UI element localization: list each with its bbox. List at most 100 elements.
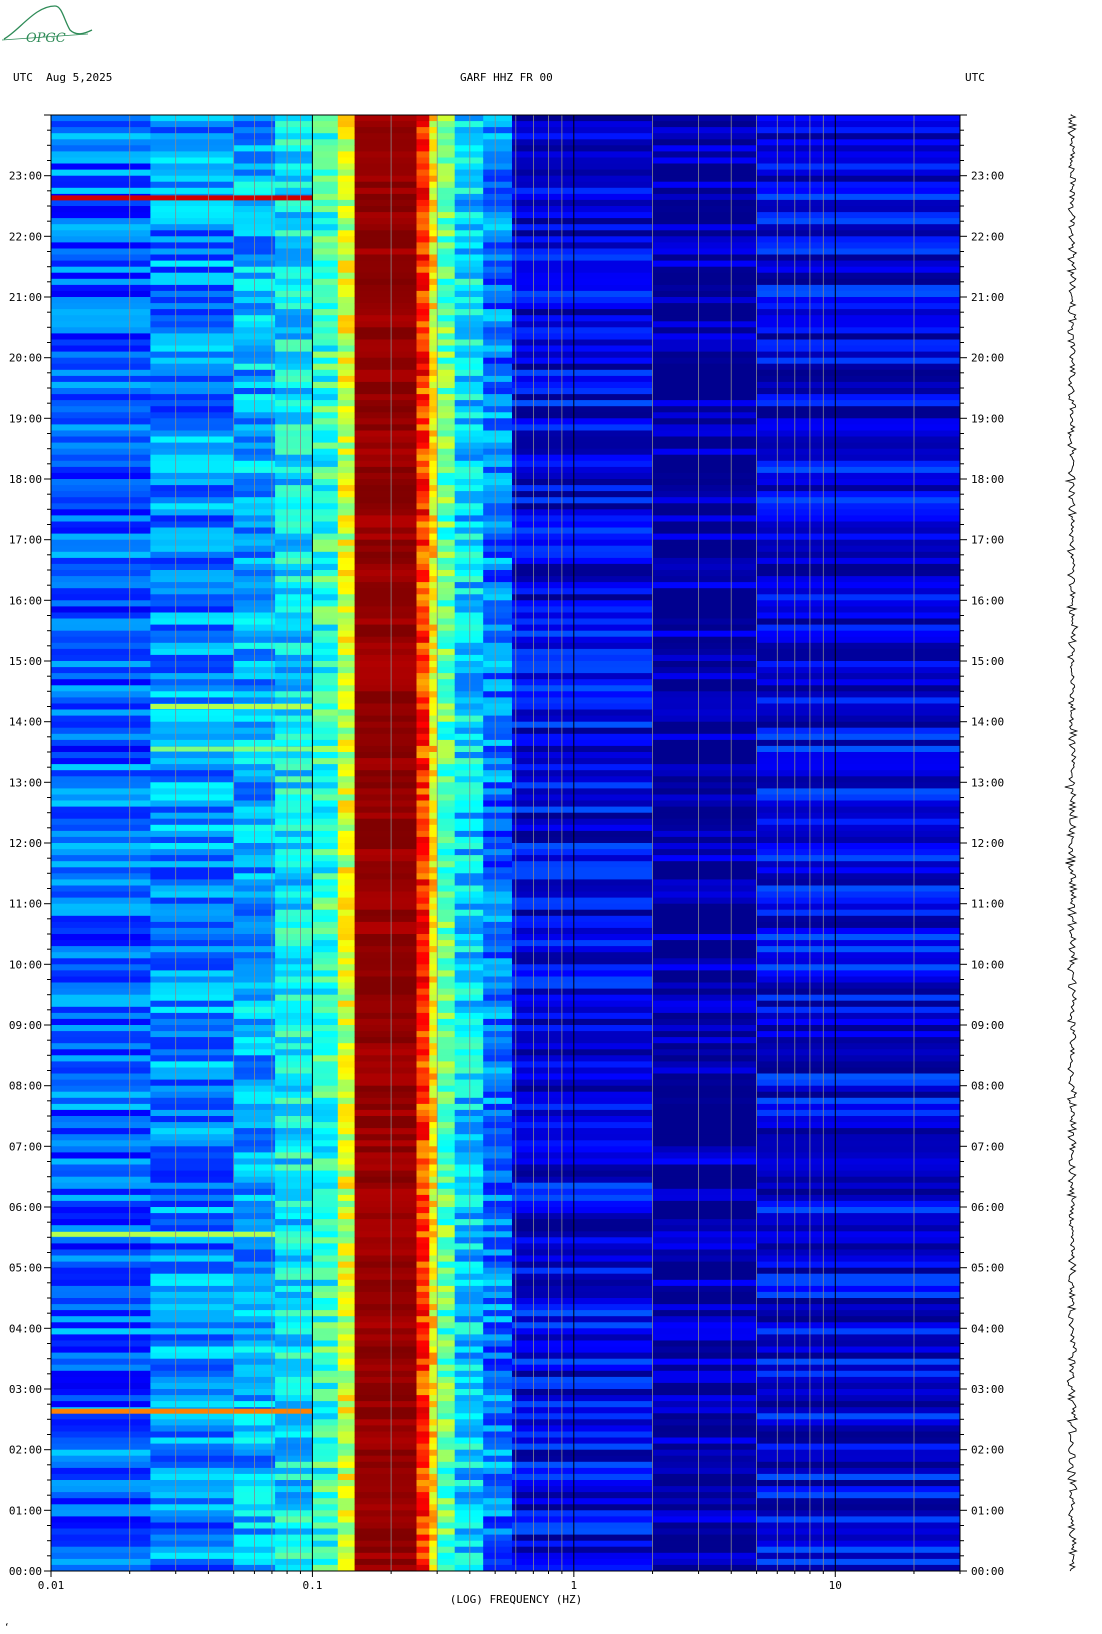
- heatmap-cell: [354, 770, 417, 777]
- heatmap-cell: [429, 788, 438, 795]
- heatmap-cell: [483, 436, 513, 443]
- heatmap-cell: [652, 1340, 757, 1347]
- heatmap-cell: [416, 557, 430, 565]
- heatmap-cell: [275, 1152, 313, 1159]
- heatmap-cell: [483, 557, 513, 565]
- heatmap-cell: [416, 357, 430, 365]
- heatmap-cell: [437, 879, 456, 886]
- heatmap-cell: [512, 545, 653, 553]
- heatmap-cell: [454, 970, 484, 977]
- heatmap-cell: [652, 1249, 757, 1256]
- heatmap-cell: [416, 139, 430, 146]
- heatmap-cell: [512, 254, 653, 261]
- heatmap-cell: [429, 309, 438, 316]
- heatmap-cell: [437, 1437, 456, 1444]
- heatmap-cell: [275, 321, 313, 328]
- heatmap-cell: [51, 824, 151, 832]
- heatmap-cell: [150, 976, 235, 983]
- heatmap-cell: [652, 115, 757, 122]
- heatmap-cell: [429, 691, 438, 698]
- heatmap-cell: [454, 1425, 484, 1432]
- heatmap-cell: [512, 527, 653, 534]
- heatmap-cell: [512, 758, 653, 765]
- heatmap-cell: [437, 1358, 456, 1366]
- heatmap-cell: [652, 642, 757, 650]
- heatmap-cell: [454, 1298, 484, 1305]
- heatmap-cell: [416, 1346, 430, 1353]
- heatmap-cell: [437, 721, 456, 729]
- heatmap-cell: [652, 1552, 757, 1560]
- heatmap-cell: [512, 1207, 653, 1214]
- heatmap-cell: [312, 1146, 339, 1153]
- heatmap-cell: [512, 1522, 653, 1529]
- heatmap-cell: [51, 212, 151, 219]
- heatmap-cell: [652, 1279, 757, 1287]
- heatmap-cell: [756, 479, 961, 486]
- heatmap-cell: [51, 946, 151, 953]
- heatmap-cell: [150, 1176, 235, 1184]
- heatmap-cell: [337, 1407, 356, 1414]
- heatmap-cell: [275, 284, 313, 292]
- heatmap-cell: [416, 654, 430, 662]
- heatmap-cell: [312, 824, 339, 832]
- heatmap-cell: [354, 539, 417, 547]
- heatmap-cell: [756, 836, 961, 844]
- heatmap-cell: [354, 503, 417, 510]
- heatmap-cell: [51, 1128, 151, 1135]
- heatmap-cell: [429, 1006, 438, 1014]
- heatmap-cell: [512, 497, 653, 504]
- heatmap-cell: [512, 800, 653, 807]
- heatmap-cell: [756, 661, 961, 668]
- heatmap-cell: [454, 212, 484, 219]
- heatmap-cell: [756, 1310, 961, 1317]
- heatmap-cell: [150, 1243, 235, 1250]
- heatmap-cell: [354, 612, 417, 619]
- heatmap-cell: [354, 1176, 417, 1184]
- heatmap-cell: [454, 1346, 484, 1353]
- heatmap-cell: [275, 1449, 313, 1457]
- heatmap-cell: [512, 782, 653, 789]
- heatmap-cell: [437, 315, 456, 322]
- heatmap-cell: [483, 940, 513, 947]
- heatmap-cell: [337, 812, 356, 820]
- heatmap-cell: [275, 345, 313, 352]
- heatmap-cell: [150, 715, 235, 723]
- heatmap-cell: [337, 721, 356, 729]
- heatmap-cell: [437, 1012, 456, 1020]
- heatmap-cell: [275, 830, 313, 838]
- heatmap-cell: [312, 727, 339, 735]
- heatmap-cell: [275, 800, 313, 807]
- heatmap-cell: [454, 351, 484, 359]
- heatmap-cell: [337, 891, 356, 898]
- heatmap-cell: [275, 169, 313, 177]
- heatmap-cell: [51, 1012, 151, 1020]
- heatmap-cell: [312, 927, 339, 935]
- heatmap-cell: [354, 321, 417, 328]
- heatmap-cell: [150, 1085, 235, 1093]
- heatmap-cell: [51, 994, 151, 1002]
- heatmap-cell: [437, 654, 456, 662]
- heatmap-cell: [312, 733, 339, 741]
- heatmap-cell: [416, 187, 430, 195]
- heatmap-cell: [454, 515, 484, 522]
- heatmap-cell: [51, 1304, 151, 1311]
- heatmap-cell: [275, 1049, 313, 1056]
- heatmap-cell: [312, 339, 339, 346]
- heatmap-cell: [429, 843, 438, 850]
- heatmap-cell: [429, 448, 438, 456]
- heatmap-cell: [150, 454, 235, 462]
- heatmap-cell: [275, 806, 313, 814]
- heatmap-cell: [150, 727, 235, 735]
- heatmap-cell: [429, 224, 438, 231]
- heatmap-cell: [756, 212, 961, 219]
- heatmap-cell: [429, 1146, 438, 1153]
- heatmap-cell: [652, 551, 757, 559]
- heatmap-cell: [150, 1146, 235, 1153]
- heatmap-cell: [416, 1486, 430, 1493]
- heatmap-cell: [454, 1194, 484, 1202]
- heatmap-cell: [150, 988, 235, 996]
- heatmap-cell: [312, 648, 339, 656]
- heatmap-cell: [275, 315, 313, 322]
- heatmap-cell: [429, 576, 438, 583]
- heatmap-cell: [429, 466, 438, 474]
